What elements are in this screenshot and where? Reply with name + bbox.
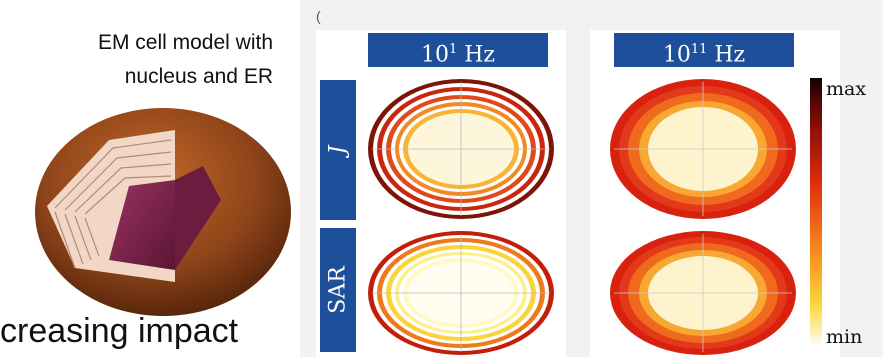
- field-map-j-low: [368, 79, 554, 219]
- cell-model-title-line2: nucleus and ER: [124, 65, 273, 88]
- bottom-caption: creasing impact: [0, 312, 239, 350]
- left-parenthesis: ): [0, 138, 1, 188]
- row-label-sar: SAR: [325, 266, 351, 314]
- stray-mark: (: [316, 8, 321, 24]
- colorbar-min-label: min: [826, 326, 863, 348]
- field-map-sar-high: [610, 231, 796, 355]
- colorbar: [810, 78, 822, 344]
- cell-cutaway-illustration: [35, 108, 291, 316]
- cell-model-title-line1: EM cell model with: [97, 31, 273, 54]
- colorbar-max-label: max: [826, 78, 867, 100]
- row-label-j: J: [325, 145, 351, 155]
- field-map-j-high: [610, 79, 796, 219]
- row-label-box-j: J: [320, 80, 356, 220]
- frequency-label-column-2: 1011 Hz: [614, 33, 794, 67]
- field-map-sar-low: [368, 231, 554, 355]
- row-label-box-sar: SAR: [320, 228, 356, 352]
- frequency-label-column-1: 101 Hz: [368, 33, 548, 67]
